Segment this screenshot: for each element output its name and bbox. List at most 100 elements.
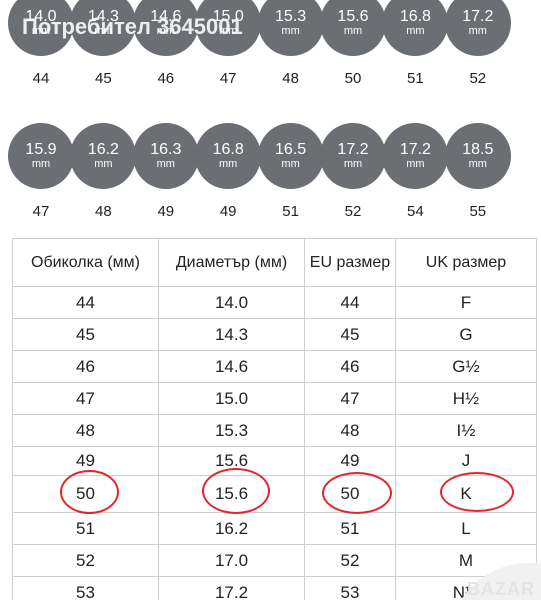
table-cell: 44: [12, 286, 159, 319]
ring-size-circle: 18.5 mm: [444, 123, 511, 189]
table-cell: H½: [395, 382, 537, 415]
table-row: 51 16.2 51 L: [12, 512, 537, 545]
ring-diameter-value: 15.6: [337, 7, 369, 25]
table-cell: 47: [12, 382, 159, 415]
highlight-circle-uk-size: [440, 472, 514, 512]
table-cell: 52: [12, 544, 159, 577]
ring-size-circle: 17.2 mm: [444, 0, 511, 56]
column-header-diameter: Диаметър (мм): [158, 238, 305, 287]
ring-size-label: 47: [32, 203, 50, 220]
ring-diameter-value: 14.3: [87, 7, 119, 25]
ring-diameter-unit: mm: [31, 24, 51, 37]
ring-diameter-value: 16.8: [399, 7, 431, 25]
table-row: 44 14.0 44 F: [12, 286, 537, 319]
ring-size-circle: 17.2 mm: [320, 123, 386, 189]
ring-diameter-value: 16.3: [150, 140, 182, 158]
table-row: 46 14.6 46 G½: [12, 350, 537, 383]
column-header-uk-size: UK размер: [395, 238, 537, 287]
table-header-row: Обиколка (мм) Диаметър (мм) EU размер UK…: [12, 238, 537, 287]
table-cell: 51: [12, 512, 159, 545]
table-cell: 48: [12, 414, 159, 447]
table-cell: 15.3: [158, 414, 305, 447]
logo-text: BAZAR: [467, 579, 535, 599]
ring-size-label: 48: [95, 203, 112, 220]
table-cell: 47: [304, 382, 396, 415]
ring-size-item: 15.0 mm 47: [195, 0, 262, 87]
ring-diameter-value: 18.5: [462, 140, 494, 158]
ring-size-circle: 16.2 mm: [70, 123, 137, 189]
ring-diameter-unit: mm: [406, 157, 425, 170]
ring-diameter-value: 14.0: [25, 7, 57, 25]
ring-size-label: 46: [157, 70, 175, 87]
ring-size-circle: 15.3 mm: [257, 0, 324, 56]
table-row: 45 14.3 45 G: [12, 318, 537, 351]
ring-diameter-unit: mm: [468, 24, 487, 37]
ring-diameter-value: 17.2: [337, 140, 369, 158]
highlight-circle-diameter: [202, 468, 270, 514]
ring-size-label: 49: [157, 203, 175, 220]
table-cell: 53: [304, 576, 396, 600]
table-cell: 45: [304, 318, 396, 351]
ring-size-item: 16.2 mm 48: [70, 123, 137, 220]
ring-diameter-unit: mm: [156, 157, 175, 170]
table-cell: J: [395, 446, 537, 476]
ring-diameter-unit: mm: [343, 24, 363, 37]
ring-diameter-value: 14.6: [150, 7, 182, 25]
ring-diameter-value: 15.9: [25, 140, 57, 158]
user-watermark: Потребител 3645001: [22, 14, 243, 39]
ring-diameter-unit: mm: [281, 24, 300, 37]
table-cell: 17.0: [158, 544, 305, 577]
ring-size-label: 49: [219, 203, 237, 220]
ring-size-item: 14.0 mm 44: [8, 0, 74, 87]
ring-diameter-value: 16.2: [87, 140, 119, 158]
logo-shape-icon: [460, 563, 541, 600]
ring-size-circle: 16.5 mm: [257, 123, 324, 189]
highlight-circle-circumference: [60, 470, 119, 514]
ring-size-item: 16.8 mm 51: [382, 0, 449, 87]
ring-size-label: 54: [407, 203, 424, 220]
ring-size-item: 18.5 mm 55: [444, 123, 511, 220]
ring-size-item: 17.2 mm 52: [444, 0, 511, 87]
ring-size-circle: 16.8 mm: [382, 0, 449, 56]
table-cell: 44: [304, 286, 396, 319]
ring-size-label: 45: [95, 70, 112, 87]
table-cell: F: [395, 286, 537, 319]
table-cell: 52: [304, 544, 396, 577]
ring-diameter-unit: mm: [343, 157, 363, 170]
ring-size-item: 14.3 mm 45: [70, 0, 137, 87]
table-cell: G: [395, 318, 537, 351]
ring-diameter-unit: mm: [468, 157, 487, 170]
ring-size-label: 51: [282, 203, 299, 220]
ring-size-item: 16.8 mm 49: [195, 123, 262, 220]
table-cell: 16.2: [158, 512, 305, 545]
table-cell: L: [395, 512, 537, 545]
ring-diameter-value: 17.2: [399, 140, 431, 158]
ring-size-item: 17.2 mm 54: [382, 123, 449, 220]
table-cell: 51: [304, 512, 396, 545]
ring-size-circle: 16.8 mm: [195, 123, 262, 189]
ring-size-label: 50: [344, 70, 362, 87]
table-cell: 14.6: [158, 350, 305, 383]
ring-diameter-value: 17.2: [462, 7, 494, 25]
corner-logo: BAZAR: [427, 546, 541, 600]
ring-diameter-value: 16.8: [212, 140, 244, 158]
ring-size-circle: 14.3 mm: [70, 0, 137, 56]
ring-diameter-unit: mm: [406, 24, 425, 37]
ring-diameter-value: 16.5: [275, 140, 307, 158]
ring-size-label: 52: [344, 203, 362, 220]
ring-size-label: 48: [282, 70, 299, 87]
ring-diameter-unit: mm: [156, 24, 175, 37]
ring-size-item: 15.6 mm 50: [320, 0, 386, 87]
ring-diameter-unit: mm: [219, 24, 238, 37]
ring-row-1: 14.0 mm 44 14.3 mm 45 14.6 mm 46 15.0 mm 47 15.3 mm 48…: [0, 0, 541, 100]
ring-row-2: 15.9 mm 47 16.2 mm 48 16.3 mm 49 16.8 mm 49 16.5 mm 51…: [0, 123, 541, 233]
table-cell: 46: [12, 350, 159, 383]
table-row: 52 17.0 52 M: [12, 544, 537, 577]
table-row: 48 15.3 48 I½: [12, 414, 537, 447]
table-cell: G½: [395, 350, 537, 383]
ring-size-circle: 17.2 mm: [382, 123, 449, 189]
ring-size-circle: 15.6 mm: [320, 0, 386, 56]
ring-size-item: 16.5 mm 51: [257, 123, 324, 220]
ring-size-item: 16.3 mm 49: [132, 123, 199, 220]
